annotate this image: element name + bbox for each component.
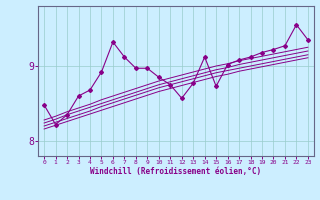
- X-axis label: Windchill (Refroidissement éolien,°C): Windchill (Refroidissement éolien,°C): [91, 167, 261, 176]
